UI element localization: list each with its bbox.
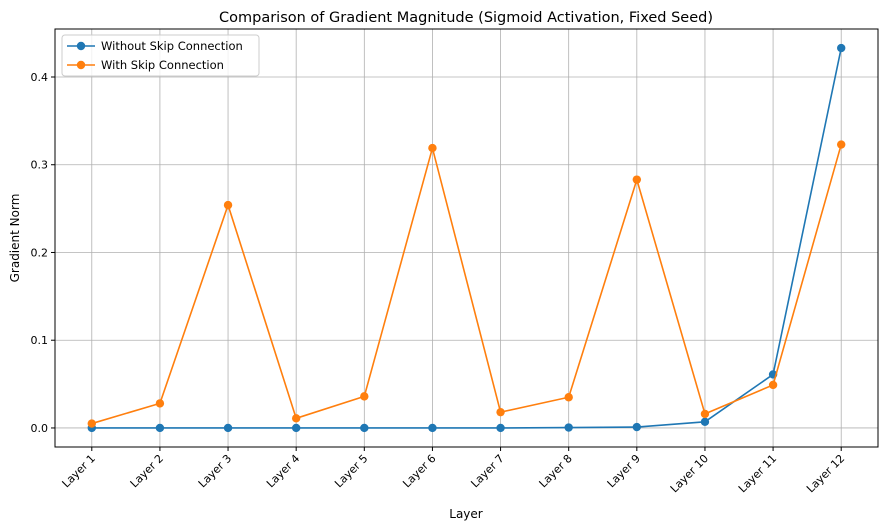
legend-marker	[76, 60, 86, 70]
x-axis: Layer 1 Layer 2 Layer 3 Layer 4 Layer 5 Layer…	[60, 447, 847, 495]
y-tick-label: 0.4	[31, 71, 49, 84]
series-layer	[87, 43, 846, 433]
x-tick-label: Layer 6	[400, 452, 438, 490]
data-point	[428, 423, 437, 433]
data-point	[223, 423, 233, 433]
data-point	[632, 175, 642, 184]
data-point	[360, 423, 369, 433]
x-axis-label: Layer	[449, 507, 483, 521]
y-tick-label: 0.2	[31, 246, 49, 259]
data-point	[155, 423, 165, 433]
data-point	[291, 414, 301, 423]
x-tick-label: Layer 9	[605, 452, 643, 490]
data-point	[291, 423, 301, 433]
x-tick-label: Layer 7	[468, 452, 506, 490]
legend-box	[61, 34, 260, 77]
data-point	[496, 423, 505, 433]
data-point	[223, 200, 233, 210]
data-point	[632, 422, 642, 432]
x-tick-label: Layer 10	[668, 452, 711, 495]
y-tick-label: 0.0	[31, 422, 49, 435]
x-tick-label: Layer 3	[196, 452, 234, 490]
data-point	[155, 399, 165, 408]
x-tick-label: Layer 5	[332, 452, 370, 490]
x-tick-label: Layer 11	[736, 452, 779, 495]
series-line-0	[91, 47, 842, 429]
plot-frame	[54, 28, 879, 448]
legend: Without Skip Connection With Skip Connect…	[61, 34, 260, 77]
data-point	[768, 380, 778, 390]
y-axis: 0.0 0.1 0.2 0.3 0.4	[31, 71, 55, 435]
data-point	[564, 393, 573, 402]
y-tick-label: 0.3	[31, 159, 49, 172]
chart-title: Comparison of Gradient Magnitude (Sigmoi…	[219, 10, 713, 26]
data-point	[837, 43, 846, 53]
data-point	[837, 140, 846, 149]
legend-label: With Skip Connection	[101, 58, 224, 72]
x-tick-label: Layer 12	[804, 452, 847, 495]
data-point	[564, 423, 573, 432]
data-point	[87, 419, 96, 428]
data-point	[360, 392, 369, 401]
y-axis-label: Gradient Norm	[8, 194, 22, 283]
legend-label: Without Skip Connection	[101, 39, 243, 53]
data-point	[700, 417, 710, 427]
data-point	[496, 407, 505, 417]
y-tick-label: 0.1	[31, 334, 49, 347]
grid	[55, 29, 878, 447]
x-tick-label: Layer 2	[128, 452, 166, 490]
x-tick-label: Layer 4	[264, 452, 302, 490]
data-point	[428, 143, 437, 153]
series-line-1	[91, 144, 842, 425]
data-point	[700, 409, 710, 419]
legend-marker	[76, 41, 86, 51]
x-tick-label: Layer 8	[537, 452, 575, 490]
x-tick-label: Layer 1	[60, 452, 98, 490]
